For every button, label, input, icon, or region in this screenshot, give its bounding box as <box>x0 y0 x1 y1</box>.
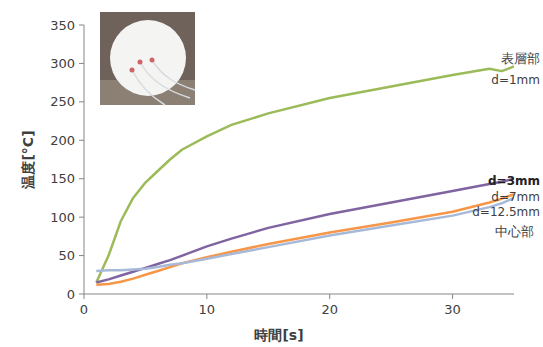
x-axis <box>84 294 514 295</box>
photo-dot <box>138 60 143 65</box>
x-tick <box>452 294 453 299</box>
photo-sphere <box>110 20 186 96</box>
x-tick-label: 10 <box>199 302 216 317</box>
annotation: 表層部 <box>501 51 540 66</box>
y-axis-label: 温度[°C] <box>20 130 36 189</box>
y-tick <box>79 217 84 218</box>
series-label: d=3mm <box>488 174 540 188</box>
y-tick-label: 0 <box>67 287 75 302</box>
y-tick <box>79 294 84 295</box>
chart-root: 0 50 100 150 200 250 300 350 0 10 20 30 時間[s] 温度[°C] 表… <box>0 0 543 347</box>
y-tick-label: 50 <box>58 248 75 263</box>
x-tick-label: 20 <box>321 302 338 317</box>
y-tick-label: 250 <box>50 94 75 109</box>
x-tick-label: 30 <box>444 302 461 317</box>
y-tick-label: 300 <box>50 56 75 71</box>
y-tick-label: 100 <box>50 210 75 225</box>
x-tick-label: 0 <box>80 302 88 317</box>
y-tick-label: 150 <box>50 171 75 186</box>
y-axis <box>84 25 85 294</box>
photo-inset <box>100 12 195 105</box>
plot-lines <box>96 67 514 285</box>
y-tick <box>79 25 84 26</box>
series-label: d=12.5mm <box>472 205 540 219</box>
series-label: d=1mm <box>491 73 540 87</box>
y-tick-label: 350 <box>50 18 75 33</box>
series-line <box>96 179 514 283</box>
y-tick <box>79 63 84 64</box>
chart: 0 50 100 150 200 250 300 350 0 10 20 30 時間[s] 温度[°C] 表… <box>0 0 543 347</box>
x-axis-label: 時間[s] <box>254 327 303 343</box>
y-tick <box>79 101 84 102</box>
series-label: d=7mm <box>491 190 540 204</box>
series-line <box>96 198 514 271</box>
photo-wires <box>132 60 195 105</box>
x-tick <box>329 294 330 299</box>
photo-dot <box>150 58 155 63</box>
x-tick <box>206 294 207 299</box>
y-tick <box>79 178 84 179</box>
y-tick-label: 200 <box>50 133 75 148</box>
annotation: 中心部 <box>495 224 534 239</box>
series-line <box>96 67 514 283</box>
x-tick <box>84 294 85 299</box>
y-tick <box>79 140 84 141</box>
photo-dot <box>130 68 135 73</box>
photo-bg <box>100 12 195 105</box>
series-line <box>96 194 514 285</box>
y-tick <box>79 255 84 256</box>
